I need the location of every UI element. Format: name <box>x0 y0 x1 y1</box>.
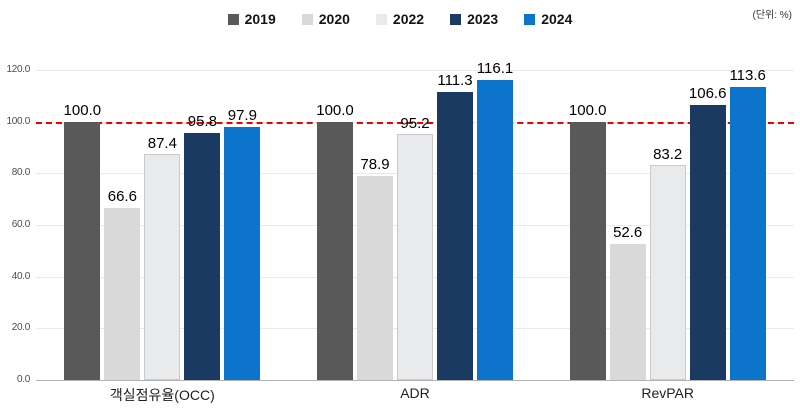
bar-value-label: 116.1 <box>476 60 514 78</box>
bar-value-label: 106.6 <box>688 84 727 102</box>
bar-value-label: 95.8 <box>187 112 217 130</box>
bar-value-label: 97.9 <box>227 107 257 125</box>
legend-swatch <box>450 13 462 25</box>
category-label: RevPAR <box>641 385 694 401</box>
baseline-100-line <box>36 121 794 124</box>
legend-label: 2022 <box>392 11 425 27</box>
bar-2023: 106.6 <box>689 85 726 380</box>
x-axis-labels: 객실점유율(OCC) ADR RevPAR <box>36 385 794 405</box>
legend-swatch <box>524 13 536 25</box>
bar-value-label: 83.2 <box>653 146 683 164</box>
legend-item-2024: 2024 <box>524 11 572 27</box>
bar-2020: 66.6 <box>104 188 141 380</box>
bar-2023: 111.3 <box>437 72 473 380</box>
legend-item-2023: 2023 <box>450 11 498 27</box>
category-label: 객실점유율(OCC) <box>109 387 215 403</box>
bar-group-2: 100.0 78.9 95.2 111.3 116.1 <box>289 60 542 380</box>
legend-item-2022: 2022 <box>375 11 425 27</box>
bar-groups: 100.0 66.6 87.4 95.8 97.9 100.0 78.9 95.2 111.3 1… <box>36 60 794 380</box>
y-tick-label: 40.0 <box>11 270 31 282</box>
bar-value-label: 100.0 <box>63 101 102 119</box>
bar-value-label: 95.2 <box>400 115 430 133</box>
bar-2019: 100.0 <box>316 102 354 380</box>
y-tick-label: 120.0 <box>6 64 30 75</box>
legend-swatch <box>301 13 313 25</box>
bar-value-label: 87.4 <box>147 135 177 153</box>
bar-2024: 116.1 <box>477 60 513 380</box>
bar-value-label: 78.9 <box>360 156 390 174</box>
legend-item-2019: 2019 <box>227 11 276 27</box>
bar-2024: 113.6 <box>729 67 766 380</box>
bar-value-label: 100.0 <box>316 101 354 119</box>
bar-2023: 95.8 <box>184 113 221 380</box>
legend-label: 2020 <box>318 11 350 27</box>
bar-2022: 95.2 <box>397 115 433 380</box>
y-tick-label: 80.0 <box>11 167 31 179</box>
bar-value-label: 52.6 <box>613 224 643 242</box>
y-tick-label: 20.0 <box>11 322 31 334</box>
unit-label: (단위: %) <box>752 10 792 21</box>
category-label: ADR <box>400 385 430 401</box>
gridline <box>36 70 794 71</box>
legend: 2019 2020 2022 2023 2024 <box>0 11 800 27</box>
bar-2020: 52.6 <box>609 224 646 380</box>
bar-2024: 97.9 <box>224 107 261 380</box>
bar-value-label: 66.6 <box>107 187 137 205</box>
legend-label: 2019 <box>244 11 276 27</box>
bar-value-label: 113.6 <box>729 66 766 84</box>
bar-value-label: 100.0 <box>568 101 607 119</box>
legend-label: 2024 <box>541 11 573 27</box>
y-tick-label: 60.0 <box>11 219 31 230</box>
legend-swatch <box>375 13 387 25</box>
legend-item-2020: 2020 <box>301 11 350 27</box>
bar-group-1: 100.0 66.6 87.4 95.8 97.9 <box>36 70 289 380</box>
legend-swatch <box>227 13 239 25</box>
bar-2020: 78.9 <box>357 156 393 380</box>
plot-area: 100.0 66.6 87.4 95.8 97.9 100.0 78.9 95.2 111.3 1… <box>36 60 794 381</box>
bar-value-label: 111.3 <box>437 72 473 90</box>
bar-2019: 100.0 <box>569 102 606 380</box>
bar-2022: 83.2 <box>649 146 686 380</box>
bar-group-3: 100.0 52.6 83.2 106.6 113.6 <box>541 67 794 380</box>
y-tick-label: 100.0 <box>6 115 30 127</box>
y-tick-label: 0.0 <box>16 374 30 385</box>
legend-label: 2023 <box>467 11 499 27</box>
bar-2022: 87.4 <box>144 135 181 380</box>
x-axis-line <box>36 380 794 381</box>
bar-2019: 100.0 <box>64 102 101 380</box>
